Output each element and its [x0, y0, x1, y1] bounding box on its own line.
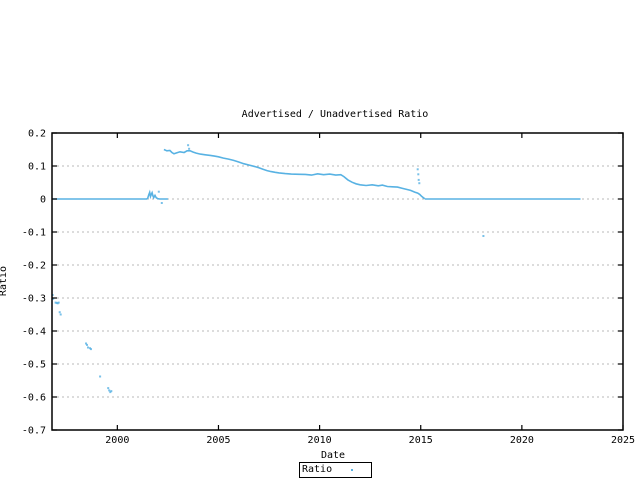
isolated-points-marker: [90, 348, 92, 351]
series-main-ratio-curve: [163, 148, 426, 200]
isolated-points-marker: [85, 342, 87, 345]
isolated-points-marker: [417, 173, 420, 176]
x-tick-label: 2015: [409, 435, 433, 446]
isolated-points-marker: [157, 190, 160, 193]
isolated-points-marker: [52, 297, 55, 300]
y-tick-label: -0.1: [22, 228, 46, 239]
y-axis-label: Ratio: [0, 265, 9, 297]
plot-border: [51, 132, 624, 431]
isolated-points-marker: [107, 387, 110, 390]
isolated-points-marker: [417, 178, 420, 181]
x-tick-label: 2010: [308, 435, 332, 446]
y-tick-label: 0.1: [28, 162, 46, 173]
isolated-points-marker: [416, 168, 419, 171]
y-tick-label: -0.4: [22, 327, 46, 338]
isolated-points-marker: [160, 202, 163, 204]
x-tick-label: 2000: [105, 435, 129, 446]
isolated-points-marker: [418, 182, 421, 185]
isolated-points-marker: [87, 346, 89, 349]
isolated-points-marker: [482, 235, 485, 237]
isolated-points-marker: [108, 389, 111, 392]
y-tick-label: -0.5: [22, 360, 46, 371]
legend-series-label: Ratio: [302, 464, 333, 475]
y-tick-label: 0: [40, 195, 46, 206]
isolated-points-marker: [187, 144, 190, 147]
isolated-points-marker: [188, 147, 191, 150]
y-tick-label: -0.7: [22, 426, 46, 437]
y-tick-label: 0.2: [28, 129, 46, 140]
legend-box: Ratio: [299, 462, 372, 478]
series-zero-baseline-early: [52, 189, 168, 200]
x-tick-label: 2020: [510, 435, 534, 446]
isolated-points-marker: [99, 375, 102, 378]
isolated-points-marker: [86, 343, 88, 346]
isolated-points-marker: [54, 301, 57, 304]
legend-point-marker-icon: [351, 469, 353, 471]
x-tick-label: 2005: [206, 435, 230, 446]
x-tick-label: 2025: [611, 435, 635, 446]
y-tick-label: -0.3: [22, 294, 46, 305]
isolated-points-marker: [58, 311, 61, 314]
isolated-points-marker: [57, 301, 60, 304]
chart-title: Advertised / Unadvertised Ratio: [241, 109, 429, 120]
isolated-points-marker: [110, 390, 113, 393]
y-tick-label: -0.6: [22, 393, 46, 404]
x-axis-label: Date: [320, 450, 346, 461]
y-tick-label: -0.2: [22, 261, 46, 272]
isolated-points-marker: [59, 313, 62, 316]
